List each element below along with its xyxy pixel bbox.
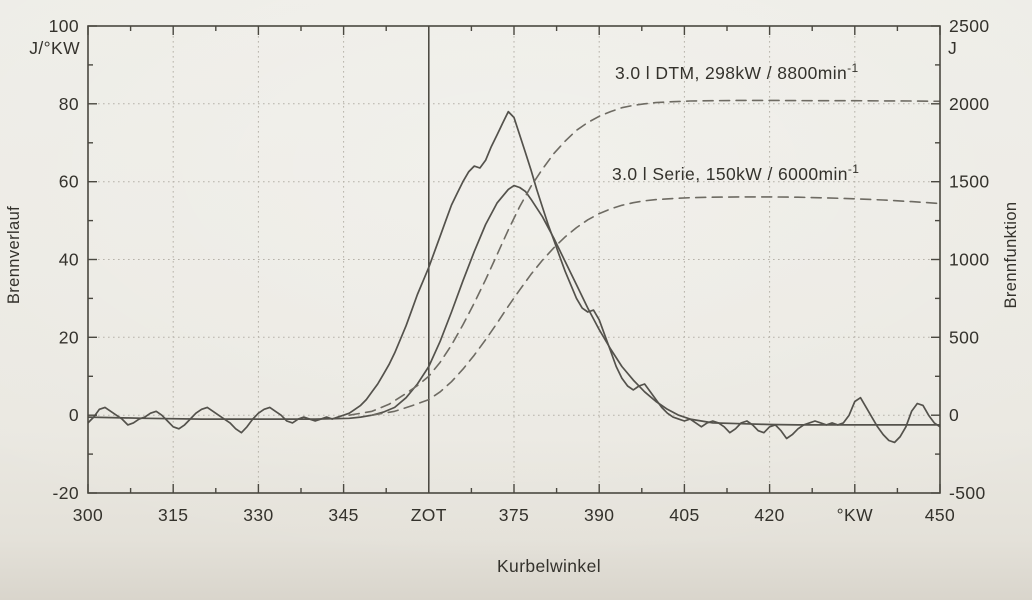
svg-text:100: 100 — [49, 16, 79, 36]
svg-text:315: 315 — [158, 505, 188, 525]
svg-text:-500: -500 — [949, 483, 986, 503]
x-axis-title: Kurbelwinkel — [496, 556, 601, 576]
svg-text:1500: 1500 — [949, 172, 990, 192]
annotation-dtm-exponent: -1 — [847, 61, 859, 75]
annotation-serie-exponent: -1 — [847, 162, 860, 176]
left-axis-unit-label: J/°KW — [29, 38, 80, 58]
svg-text:345: 345 — [328, 505, 358, 525]
svg-text:0: 0 — [949, 405, 959, 425]
svg-text:300: 300 — [73, 505, 103, 525]
svg-text:330: 330 — [243, 505, 273, 525]
svg-text:0: 0 — [69, 405, 79, 425]
svg-text:60: 60 — [59, 172, 79, 192]
annotation-dtm: 3.0 l DTM, 298kW / 8800min-1 — [615, 61, 859, 84]
left-axis-title: Brennverlauf — [5, 205, 23, 305]
svg-text:40: 40 — [59, 250, 79, 270]
annotation-serie: 3.0 l Serie, 150kW / 6000min-1 — [612, 162, 859, 185]
svg-text:405: 405 — [669, 505, 699, 525]
svg-text:ZOT: ZOT — [411, 505, 447, 525]
svg-text:-20: -20 — [53, 483, 80, 503]
svg-text:1000: 1000 — [949, 250, 990, 270]
svg-text:500: 500 — [949, 327, 979, 347]
svg-text:420: 420 — [754, 505, 784, 525]
right-axis-title: Brennfunktion — [1002, 201, 1020, 309]
right-axis-unit-label: J — [948, 38, 958, 58]
svg-text:80: 80 — [59, 94, 79, 114]
svg-text:450: 450 — [925, 505, 955, 525]
annotation-dtm-text: 3.0 l DTM, 298kW / 8800min — [615, 62, 848, 83]
svg-text:375: 375 — [499, 505, 529, 525]
svg-text:20: 20 — [59, 327, 79, 347]
annotation-serie-text: 3.0 l Serie, 150kW / 6000min — [612, 163, 848, 184]
svg-text:2000: 2000 — [949, 94, 990, 114]
svg-text:2500: 2500 — [949, 16, 990, 36]
svg-text:390: 390 — [584, 505, 614, 525]
svg-text:°KW: °KW — [837, 505, 873, 525]
